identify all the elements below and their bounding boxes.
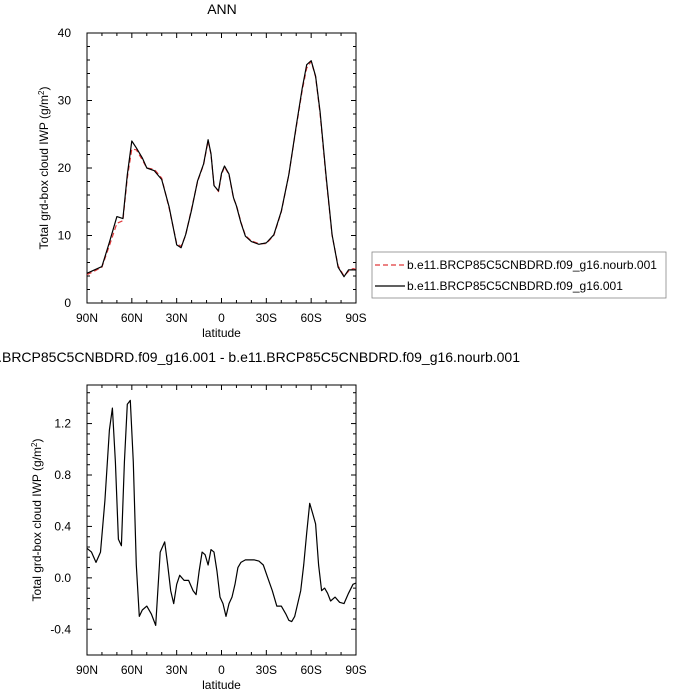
x-tick-label: 30S bbox=[256, 663, 277, 677]
y-axis-unit: (g/m bbox=[37, 95, 51, 119]
x-tick-label: 0 bbox=[218, 663, 225, 677]
y-tick-label: 0.0 bbox=[54, 571, 71, 585]
y-axis-label-text: Total grd-box cloud IWP bbox=[30, 471, 44, 602]
x-tick-label: 90S bbox=[345, 311, 366, 325]
plot-frame bbox=[86, 384, 357, 656]
y-tick-label: 10 bbox=[58, 229, 72, 243]
lower-chart: b.e11.BRCP85C5CNBDRD.f09_g16.001 - b.e11… bbox=[0, 349, 520, 692]
series-line-2 bbox=[86, 60, 356, 278]
legend-box bbox=[371, 251, 667, 299]
y-tick-label: -0.4 bbox=[50, 622, 71, 636]
x-tick-label: 0 bbox=[218, 311, 225, 325]
y-axis-unit-exponent: 2 bbox=[37, 90, 46, 95]
x-tick-label: 30S bbox=[256, 311, 277, 325]
x-tick-label: 60S bbox=[300, 663, 321, 677]
legend-label-1: b.e11.BRCP85C5CNBDRD.f09_g16.nourb.001 bbox=[407, 258, 657, 272]
series-line-1 bbox=[86, 399, 357, 626]
series-line-1 bbox=[86, 60, 357, 277]
y-tick-label: 20 bbox=[58, 161, 72, 175]
x-tick-label: 60N bbox=[121, 311, 143, 325]
upper-chart: ANN 90N 60N 30N 0 30S 60S 90S 0 10 20 30 40 latitude T… bbox=[37, 1, 367, 340]
y-axis-label: Total grd-box cloud IWP (g/m2) bbox=[30, 439, 45, 602]
y-axis-unit-close: ) bbox=[37, 87, 51, 91]
y-tick-label: 30 bbox=[58, 94, 72, 108]
x-tick-label: 60N bbox=[121, 663, 143, 677]
x-axis-label: latitude bbox=[202, 326, 241, 340]
y-tick-label: 1.2 bbox=[54, 417, 71, 431]
plot-frame bbox=[86, 32, 357, 304]
y-tick-label: 0.4 bbox=[54, 519, 71, 533]
legend: b.e11.BRCP85C5CNBDRD.f09_g16.nourb.001 b.… bbox=[371, 251, 667, 299]
y-axis-label-text: Total grd-box cloud IWP bbox=[37, 119, 51, 250]
chart-title: b.e11.BRCP85C5CNBDRD.f09_g16.001 - b.e11… bbox=[0, 349, 520, 365]
x-tick-label: 90S bbox=[345, 663, 366, 677]
y-axis-label: Total grd-box cloud IWP (g/m2) bbox=[37, 87, 52, 250]
x-tick-label: 30N bbox=[166, 663, 188, 677]
y-tick-label: 40 bbox=[58, 26, 72, 40]
legend-label-2: b.e11.BRCP85C5CNBDRD.f09_g16.001 bbox=[407, 279, 623, 293]
y-tick-label: 0.8 bbox=[54, 468, 71, 482]
y-axis-unit-exponent: 2 bbox=[30, 442, 39, 447]
chart-title: ANN bbox=[207, 1, 237, 17]
y-axis-unit-close: ) bbox=[30, 439, 44, 443]
y-tick-label: 0 bbox=[64, 296, 71, 310]
x-tick-label: 90N bbox=[76, 663, 98, 677]
y-axis-unit: (g/m bbox=[30, 447, 44, 471]
x-tick-label: 30N bbox=[166, 311, 188, 325]
x-tick-label: 60S bbox=[300, 311, 321, 325]
x-axis-label: latitude bbox=[202, 678, 241, 692]
x-tick-label: 90N bbox=[76, 311, 98, 325]
